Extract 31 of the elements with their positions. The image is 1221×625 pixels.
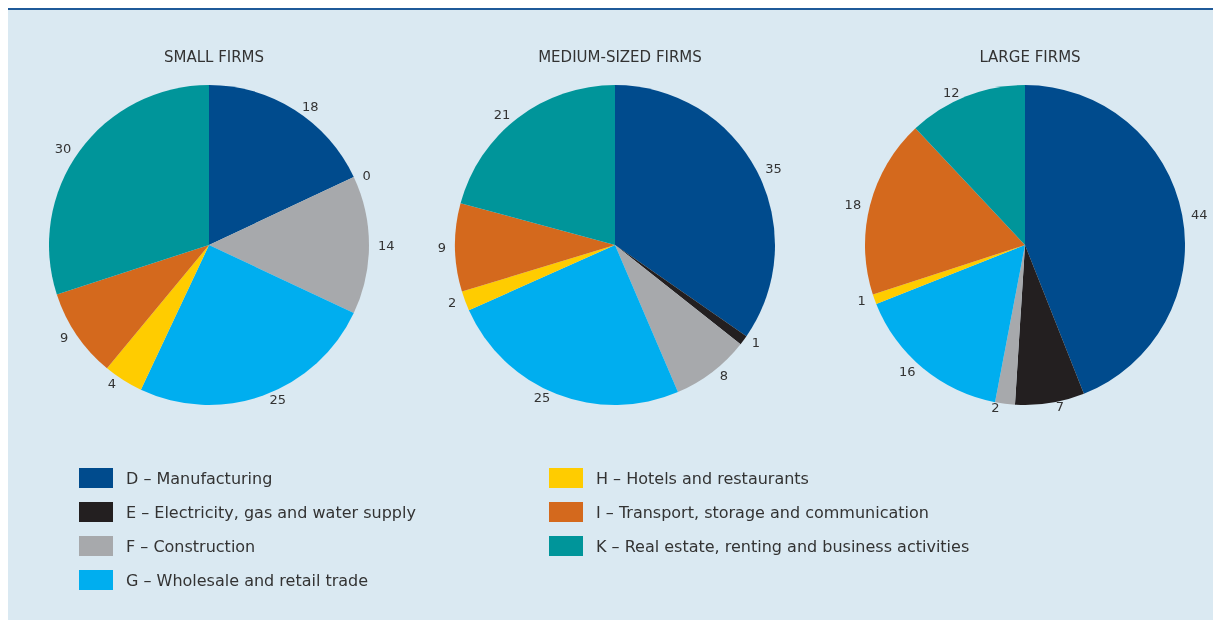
data-label: 35	[765, 161, 782, 177]
legend-label: G – Wholesale and retail trade	[126, 570, 369, 590]
data-label: 7	[1055, 399, 1064, 415]
legend-label: D – Manufacturing	[126, 468, 273, 488]
legend-label: I – Transport, storage and communication	[596, 502, 929, 522]
data-label: 44	[1191, 206, 1208, 222]
data-label: 25	[533, 390, 551, 406]
data-label: 16	[898, 363, 916, 379]
text: 0	[362, 167, 371, 183]
slice-label: MEDIUM-SIZED FIRMS	[538, 47, 702, 66]
data-label: 1	[857, 293, 866, 309]
data-label: 21	[493, 107, 511, 123]
data-label: 18	[301, 99, 319, 115]
data-label: 14	[378, 237, 395, 253]
data-label: 2	[448, 294, 457, 310]
data-label: 4	[107, 375, 117, 391]
data-label: 9	[437, 240, 447, 256]
legend-label: E – Electricity, gas and water supply	[126, 502, 416, 522]
data-label: 25	[269, 391, 287, 407]
slice-label: SMALL FIRMS	[163, 47, 265, 66]
legend-label: K – Real estate, renting and business activities	[596, 536, 970, 556]
data-label: 8	[719, 367, 728, 383]
legend-label: H – Hotels and restaurants	[596, 468, 809, 488]
slice-label: LARGE FIRMS	[979, 47, 1081, 66]
data-label: 2	[991, 400, 1000, 416]
legend-label: F – Construction	[126, 536, 256, 556]
data-label: 18	[844, 196, 862, 212]
data-label: 30	[54, 141, 72, 157]
data-label: 1	[751, 335, 761, 351]
data-label: 12	[943, 85, 960, 101]
data-label: 9	[60, 329, 69, 345]
